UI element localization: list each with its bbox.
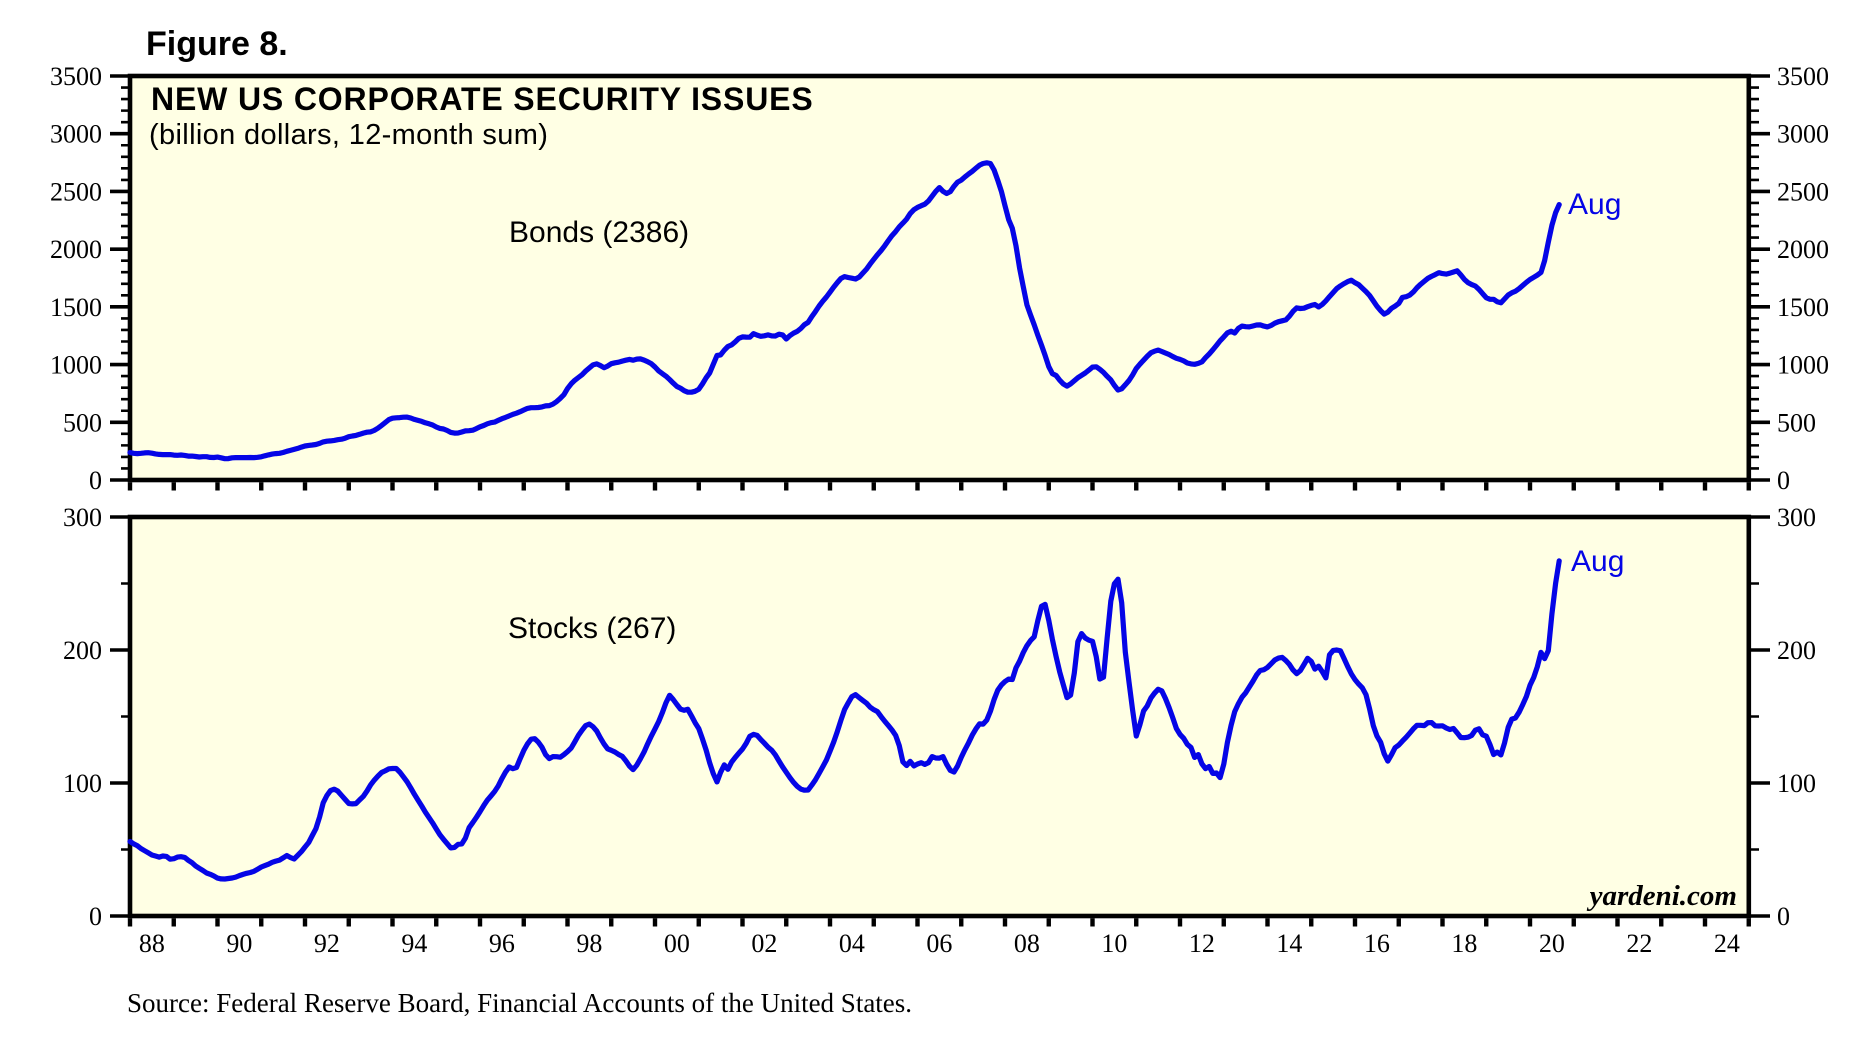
svg-text:2500: 2500	[50, 177, 102, 206]
svg-text:Aug: Aug	[1571, 545, 1624, 578]
svg-text:200: 200	[63, 636, 102, 665]
svg-text:Figure 8.: Figure 8.	[146, 25, 288, 63]
svg-text:22: 22	[1626, 929, 1652, 958]
svg-text:Stocks (267): Stocks (267)	[508, 612, 676, 645]
svg-text:2000: 2000	[50, 235, 102, 264]
svg-text:200: 200	[1777, 636, 1816, 665]
svg-text:300: 300	[1777, 503, 1816, 532]
svg-text:Bonds (2386): Bonds (2386)	[509, 216, 689, 249]
svg-text:500: 500	[63, 408, 102, 437]
svg-text:yardeni.com: yardeni.com	[1587, 880, 1737, 912]
svg-text:0: 0	[89, 902, 102, 931]
svg-text:3000: 3000	[1777, 120, 1829, 149]
svg-text:20: 20	[1539, 929, 1565, 958]
svg-text:12: 12	[1189, 929, 1215, 958]
svg-text:10: 10	[1101, 929, 1127, 958]
svg-text:1000: 1000	[50, 351, 102, 380]
svg-text:1500: 1500	[50, 293, 102, 322]
svg-text:00: 00	[664, 929, 690, 958]
svg-text:2500: 2500	[1777, 177, 1829, 206]
svg-text:3500: 3500	[50, 62, 102, 91]
svg-text:08: 08	[1014, 929, 1040, 958]
svg-text:06: 06	[926, 929, 952, 958]
svg-text:96: 96	[489, 929, 515, 958]
svg-text:(billion dollars, 12-month sum: (billion dollars, 12-month sum)	[149, 119, 548, 151]
svg-text:0: 0	[1777, 902, 1790, 931]
svg-text:0: 0	[89, 466, 102, 495]
svg-text:2000: 2000	[1777, 235, 1829, 264]
svg-text:NEW US CORPORATE SECURITY ISSU: NEW US CORPORATE SECURITY ISSUES	[151, 81, 814, 117]
svg-text:04: 04	[839, 929, 865, 958]
svg-text:3500: 3500	[1777, 62, 1829, 91]
svg-text:24: 24	[1714, 929, 1740, 958]
svg-text:0: 0	[1777, 466, 1790, 495]
svg-text:100: 100	[1777, 769, 1816, 798]
svg-text:18: 18	[1451, 929, 1477, 958]
svg-text:14: 14	[1276, 929, 1302, 958]
svg-text:16: 16	[1364, 929, 1390, 958]
svg-text:Aug: Aug	[1568, 188, 1621, 221]
svg-text:88: 88	[139, 929, 165, 958]
svg-text:100: 100	[63, 769, 102, 798]
svg-text:90: 90	[226, 929, 252, 958]
svg-text:300: 300	[63, 503, 102, 532]
svg-text:98: 98	[576, 929, 602, 958]
svg-text:1500: 1500	[1777, 293, 1829, 322]
svg-text:3000: 3000	[50, 120, 102, 149]
svg-text:Source: Federal Reserve Board,: Source: Federal Reserve Board, Financial…	[127, 988, 912, 1018]
svg-text:92: 92	[314, 929, 340, 958]
svg-text:500: 500	[1777, 408, 1816, 437]
svg-text:94: 94	[401, 929, 427, 958]
svg-text:1000: 1000	[1777, 351, 1829, 380]
svg-text:02: 02	[751, 929, 777, 958]
